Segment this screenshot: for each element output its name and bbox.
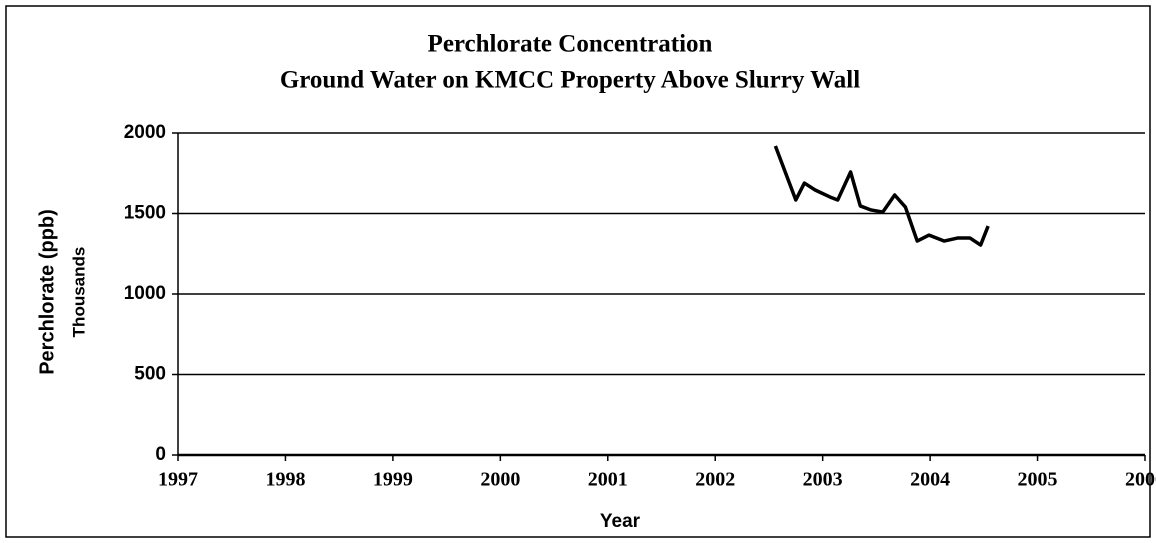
x-tick-label: 1998 bbox=[265, 469, 305, 491]
y-axis-label: Perchlorate (ppb) bbox=[36, 209, 58, 375]
y-tick-label: 500 bbox=[134, 364, 166, 385]
y-tick-label: 1000 bbox=[124, 283, 166, 304]
y-tick-label: 1500 bbox=[124, 203, 166, 224]
chart-title: Perchlorate Concentration bbox=[428, 31, 713, 58]
frame bbox=[5, 5, 1151, 538]
x-tick-label: 2006 bbox=[1125, 469, 1156, 491]
x-tick-label: 2003 bbox=[803, 469, 843, 491]
y-tick-label: 2000 bbox=[124, 122, 166, 143]
x-tick-label: 2001 bbox=[588, 469, 628, 491]
x-tick-label: 2002 bbox=[695, 469, 735, 491]
chart-subtitle: Ground Water on KMCC Property Above Slur… bbox=[280, 67, 860, 94]
x-tick-label: 1997 bbox=[158, 469, 198, 491]
x-tick-label: 1999 bbox=[373, 469, 413, 491]
y-unit-label: Thousands bbox=[69, 247, 88, 338]
x-axis-label: Year bbox=[600, 511, 641, 532]
data-line bbox=[773, 145, 990, 247]
y-tick-label: 0 bbox=[155, 444, 166, 465]
x-tick-label: 2000 bbox=[480, 469, 520, 491]
x-tick-label: 2005 bbox=[1018, 469, 1058, 491]
x-tick-label: 2004 bbox=[910, 469, 950, 491]
